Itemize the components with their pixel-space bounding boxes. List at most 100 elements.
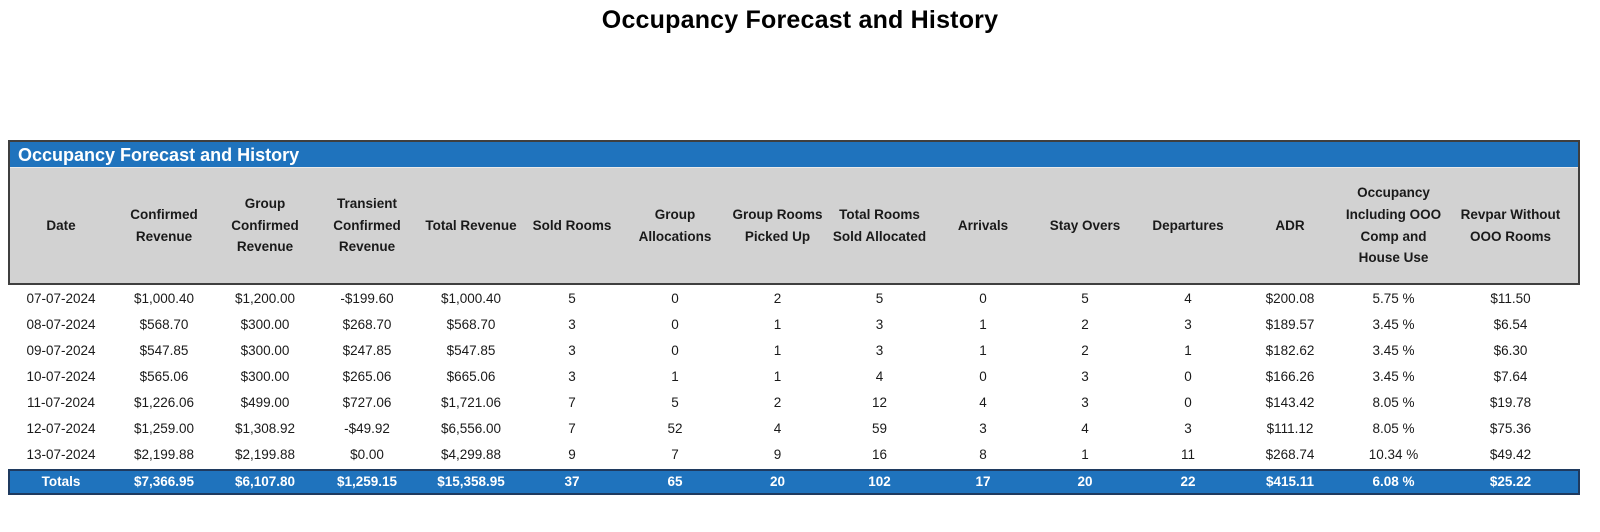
table-cell: 1 (671, 369, 679, 384)
table-cell: $2,199.88 (234, 447, 296, 462)
table-cell: $189.57 (1265, 317, 1315, 332)
table-cell: $499.00 (240, 395, 290, 410)
table-row: 08-07-2024 $568.70 $300.00 $268.70 $568.70 3 0… (8, 312, 1580, 338)
column-header: Arrivals (957, 217, 1009, 233)
table-cell: 1 (773, 317, 782, 332)
table-cell: 3.45 % (1372, 343, 1415, 358)
table-cell: 3 (568, 317, 576, 332)
table-cell: 3 (875, 317, 884, 332)
table-cell: $182.62 (1265, 343, 1315, 358)
table-cell: $200.08 (1265, 291, 1315, 306)
table-cell: 52 (667, 421, 683, 436)
table-cell: 3 (979, 421, 987, 436)
table-cell: 0 (671, 343, 679, 358)
table-row: 10-07-2024 $565.06 $300.00 $265.06 $665.06 3 1… (8, 364, 1580, 390)
table-cell: 5.75 % (1372, 291, 1415, 306)
table-cell: 08-07-2024 (26, 317, 96, 332)
table-cell: 5 (671, 395, 679, 410)
totals-cell: 22 (1180, 474, 1196, 489)
totals-cell: 37 (564, 474, 580, 489)
table-cell: $7.64 (1493, 369, 1528, 384)
table-cell: $547.85 (139, 343, 189, 358)
table-cell: 2 (773, 291, 782, 306)
totals-cell: 20 (1077, 474, 1093, 489)
table-cell: $665.06 (446, 369, 496, 384)
table-cell: $11.50 (1490, 291, 1531, 306)
table-cell: $547.85 (446, 343, 496, 358)
table-cell: 0 (979, 291, 987, 306)
table-cell: 07-07-2024 (26, 291, 96, 306)
totals-cell: 17 (975, 474, 991, 489)
table-cell: $300.00 (240, 369, 290, 384)
table-cell: $75.36 (1489, 421, 1532, 436)
table-cell: 59 (871, 421, 888, 436)
table-row: 09-07-2024 $547.85 $300.00 $247.85 $547.85 3 0… (8, 338, 1580, 364)
table-cell: 4 (875, 369, 884, 384)
page-title: Occupancy Forecast and History (601, 6, 999, 34)
table-cell: 13-07-2024 (26, 447, 96, 462)
table-cell: 3.45 % (1372, 317, 1415, 332)
column-header: Group Allocations (638, 206, 712, 244)
table-cell: 2 (1081, 317, 1089, 332)
table-cell: $6,556.00 (440, 421, 502, 436)
column-header: Confirmed Revenue (130, 206, 198, 244)
table-cell: $565.06 (139, 369, 189, 384)
table-cell: 16 (871, 447, 888, 462)
table-cell: 3 (875, 343, 884, 358)
table-cell: 2 (773, 395, 782, 410)
table-cell: 3 (1184, 317, 1192, 332)
table-cell: 1 (1081, 447, 1089, 462)
totals-cell: 65 (667, 474, 683, 489)
table-cell: 3.45 % (1372, 369, 1415, 384)
column-header: Total Revenue (425, 217, 517, 233)
table-cell: 4 (773, 421, 782, 436)
table-cell: $111.12 (1266, 421, 1314, 436)
table-cell: $49.42 (1489, 447, 1532, 462)
column-header: Total Rooms Sold Allocated (832, 206, 927, 244)
table-cell: $1,000.40 (133, 291, 195, 306)
table-cell: $265.06 (342, 369, 392, 384)
table-cell: 3 (568, 369, 576, 384)
table-cell: 3 (568, 343, 576, 358)
table-cell: 1 (979, 343, 987, 358)
table-cell: 9 (773, 447, 782, 462)
table-cell: 11 (1180, 447, 1195, 462)
table-cell: $247.85 (342, 343, 392, 358)
table-cell: $1,226.06 (133, 395, 195, 410)
column-header: Revpar Without OOO Rooms (1460, 206, 1561, 244)
table-cell: 0 (979, 369, 987, 384)
table-cell: 0 (1184, 395, 1192, 410)
table-row: 13-07-2024 $2,199.88 $2,199.88 $0.00 $4,299.… (8, 442, 1580, 468)
column-header: Group Confirmed Revenue (231, 196, 299, 255)
table-cell: 2 (1081, 343, 1089, 358)
table-cell: 1 (1184, 343, 1192, 358)
table-cell: 7 (671, 447, 679, 462)
column-header: ADR (1275, 217, 1305, 233)
table-cell: $268.70 (342, 317, 392, 332)
table-cell: 8.05 % (1372, 395, 1415, 410)
table-cell: $166.26 (1265, 369, 1315, 384)
table-cell: 10.34 % (1368, 447, 1419, 462)
column-header: Departures (1152, 217, 1224, 233)
table-cell: $1,259.00 (133, 421, 195, 436)
table-cell: 7 (568, 395, 576, 410)
occupancy-report-table: Occupancy Forecast and History Date Confi… (8, 140, 1580, 495)
table-cell: $143.42 (1265, 395, 1315, 410)
table-cell: 7 (568, 421, 576, 436)
table-cell: -$49.92 (344, 421, 390, 436)
totals-cell: 20 (769, 474, 786, 489)
table-cell: 9 (568, 447, 576, 462)
table-cell: $2,199.88 (133, 447, 195, 462)
table-row: 07-07-2024 $1,000.40 $1,200.00 -$199.60 $1,0… (8, 286, 1580, 312)
table-cell: 0 (671, 291, 679, 306)
table-cell: $300.00 (240, 317, 290, 332)
table-cell: 5 (568, 291, 576, 306)
table-cell: 12 (871, 395, 888, 410)
table-cell: $6.54 (1493, 317, 1528, 332)
table-cell: 8 (979, 447, 987, 462)
table-cell: 1 (773, 369, 782, 384)
column-header: Occupancy Including OOO Comp and House U… (1345, 185, 1442, 266)
table-cell: $1,721.06 (440, 395, 502, 410)
column-header: Group Rooms Picked Up (732, 206, 823, 244)
table-cell: 4 (1184, 291, 1192, 306)
